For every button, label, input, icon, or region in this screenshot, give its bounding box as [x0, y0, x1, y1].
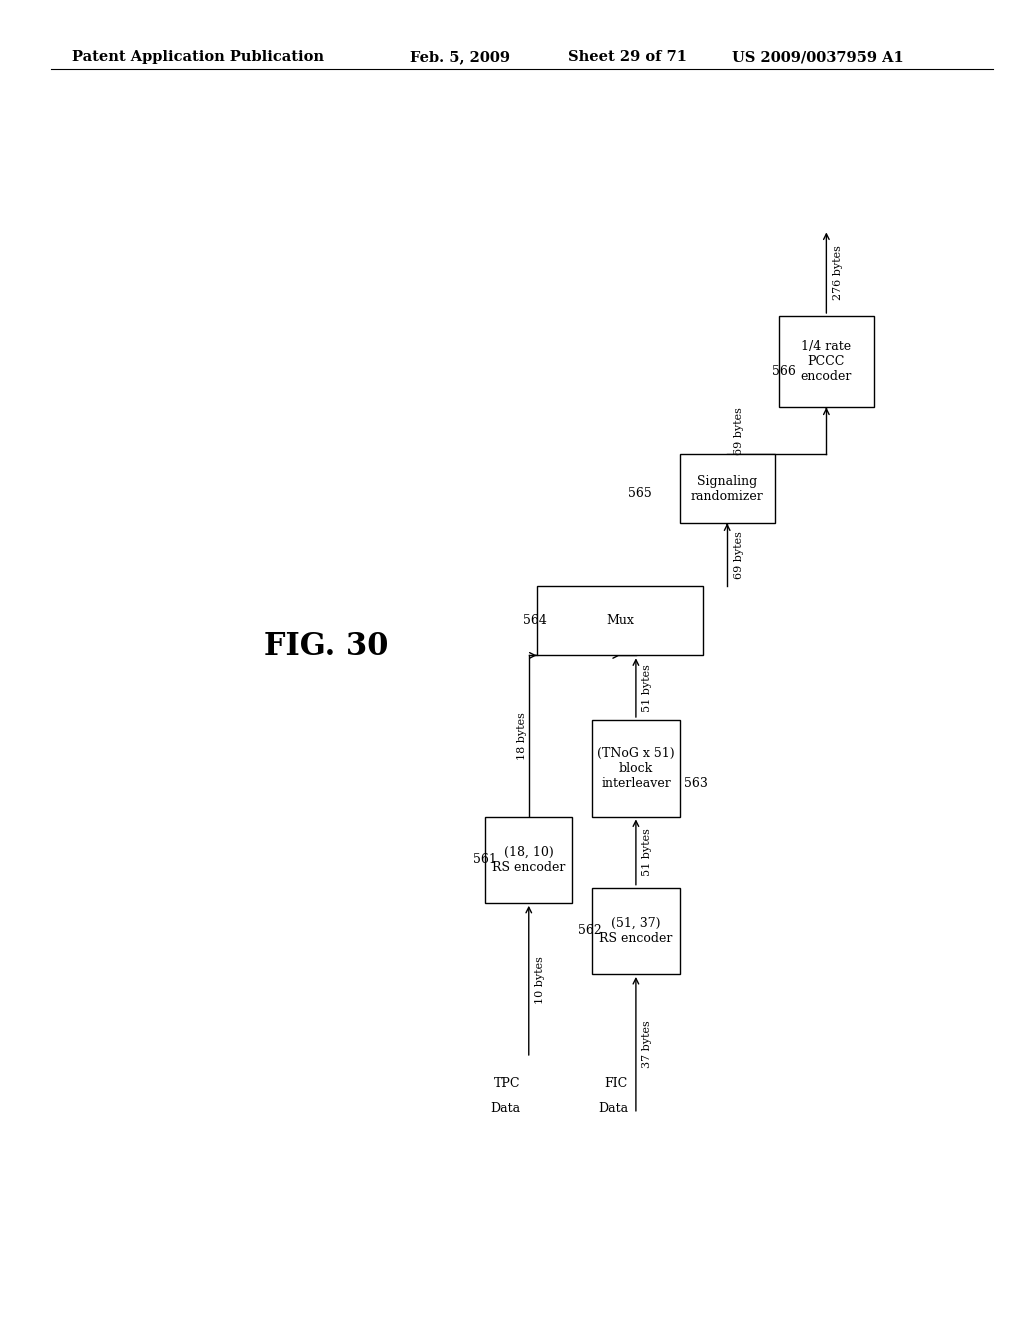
Text: 10 bytes: 10 bytes	[536, 957, 545, 1005]
Text: Mux: Mux	[606, 614, 634, 627]
Text: 564: 564	[523, 614, 547, 627]
FancyBboxPatch shape	[592, 887, 680, 974]
Text: FIC: FIC	[605, 1077, 628, 1090]
Text: (18, 10)
RS encoder: (18, 10) RS encoder	[493, 846, 565, 874]
Text: 561: 561	[473, 853, 497, 866]
Text: (51, 37)
RS encoder: (51, 37) RS encoder	[599, 917, 673, 945]
Text: Data: Data	[490, 1102, 521, 1115]
Text: 562: 562	[578, 924, 602, 937]
Text: 276 bytes: 276 bytes	[833, 246, 843, 300]
Text: Signaling
randomizer: Signaling randomizer	[691, 475, 764, 503]
Text: 51 bytes: 51 bytes	[642, 664, 652, 711]
Text: TPC: TPC	[495, 1077, 521, 1090]
Text: US 2009/0037959 A1: US 2009/0037959 A1	[732, 50, 904, 65]
Text: 565: 565	[628, 487, 651, 500]
Text: 51 bytes: 51 bytes	[642, 828, 652, 876]
Text: 37 bytes: 37 bytes	[642, 1020, 652, 1068]
Text: 18 bytes: 18 bytes	[517, 711, 527, 760]
Text: 563: 563	[684, 777, 708, 789]
Text: 566: 566	[772, 366, 797, 379]
FancyBboxPatch shape	[680, 454, 775, 523]
Text: FIG. 30: FIG. 30	[264, 631, 388, 661]
Text: Feb. 5, 2009: Feb. 5, 2009	[410, 50, 510, 65]
FancyBboxPatch shape	[485, 817, 572, 903]
Text: Patent Application Publication: Patent Application Publication	[72, 50, 324, 65]
FancyBboxPatch shape	[592, 719, 680, 817]
Text: (TNoG x 51)
block
interleaver: (TNoG x 51) block interleaver	[597, 747, 675, 789]
Text: 69 bytes: 69 bytes	[733, 407, 743, 454]
FancyBboxPatch shape	[537, 586, 703, 656]
FancyBboxPatch shape	[779, 315, 874, 408]
Text: Sheet 29 of 71: Sheet 29 of 71	[568, 50, 687, 65]
Text: Data: Data	[598, 1102, 628, 1115]
Text: 69 bytes: 69 bytes	[733, 531, 743, 578]
Text: 1/4 rate
PCCC
encoder: 1/4 rate PCCC encoder	[801, 341, 852, 383]
